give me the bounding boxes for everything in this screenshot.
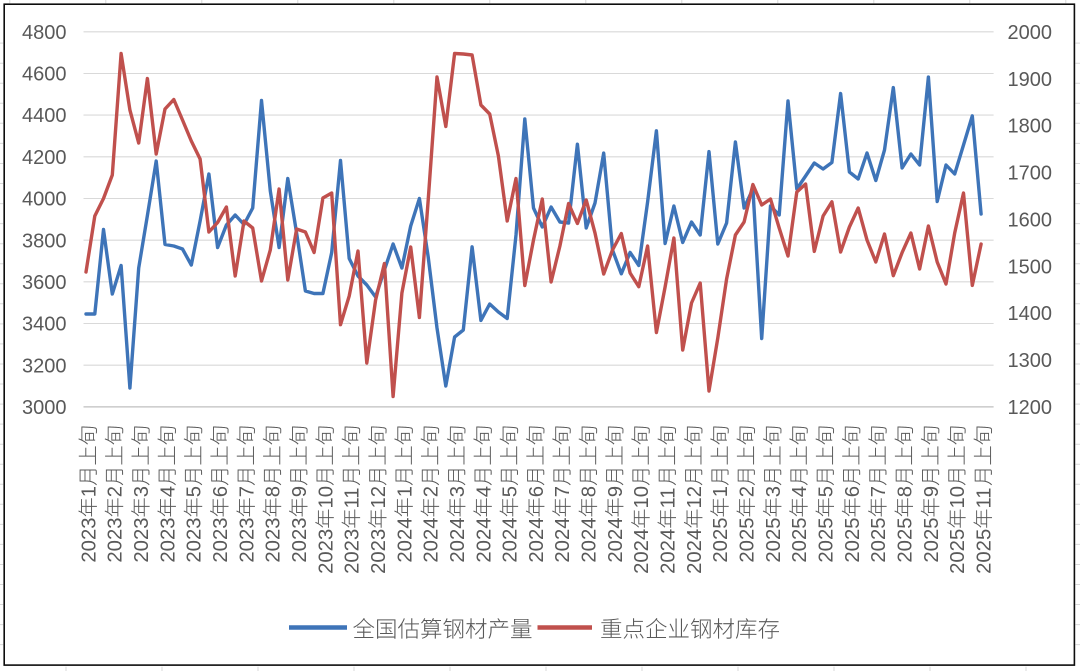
svg-text:2023: 2023 (263, 517, 285, 562)
svg-text:10: 10 (947, 486, 969, 509)
svg-text:1400: 1400 (1008, 303, 1053, 325)
svg-text:2024: 2024 (526, 517, 548, 562)
svg-text:2025: 2025 (974, 529, 996, 574)
svg-text:9: 9 (605, 486, 627, 497)
svg-text:6: 6 (526, 486, 548, 497)
svg-text:2024: 2024 (684, 529, 706, 574)
svg-text:2: 2 (421, 486, 443, 497)
svg-text:1300: 1300 (1008, 350, 1053, 372)
svg-text:2024: 2024 (579, 517, 601, 562)
svg-text:10: 10 (315, 486, 337, 509)
svg-text:2024: 2024 (605, 517, 627, 562)
svg-text:2025: 2025 (789, 517, 811, 562)
svg-text:4800: 4800 (22, 22, 67, 44)
svg-text:1500: 1500 (1008, 256, 1053, 278)
svg-text:3: 3 (131, 486, 153, 497)
svg-text:4200: 4200 (22, 147, 67, 169)
svg-text:4: 4 (789, 486, 811, 497)
svg-text:1: 1 (710, 486, 732, 497)
svg-text:2025: 2025 (842, 517, 864, 562)
svg-text:2024: 2024 (447, 517, 469, 562)
svg-text:12: 12 (368, 486, 390, 509)
svg-text:7: 7 (868, 486, 890, 497)
svg-text:2023: 2023 (184, 517, 206, 562)
svg-text:2023: 2023 (105, 517, 127, 562)
svg-text:2025: 2025 (710, 517, 732, 562)
svg-text:1: 1 (394, 486, 416, 497)
svg-text:2023: 2023 (78, 517, 100, 562)
svg-text:8: 8 (895, 486, 917, 497)
svg-text:3600: 3600 (22, 272, 67, 294)
svg-text:2024: 2024 (473, 517, 495, 562)
svg-text:2025: 2025 (947, 529, 969, 574)
svg-text:2023: 2023 (236, 517, 258, 562)
svg-text:3000: 3000 (22, 397, 67, 419)
svg-text:3800: 3800 (22, 230, 67, 252)
svg-text:2024: 2024 (658, 529, 680, 574)
svg-text:7: 7 (236, 486, 258, 497)
svg-text:1700: 1700 (1008, 163, 1053, 185)
svg-text:11: 11 (658, 487, 680, 508)
svg-text:2: 2 (105, 486, 127, 497)
svg-text:1900: 1900 (1008, 69, 1053, 91)
svg-text:2025: 2025 (737, 517, 759, 562)
svg-text:1800: 1800 (1008, 116, 1053, 138)
svg-text:2023: 2023 (157, 517, 179, 562)
svg-text:12: 12 (684, 486, 706, 509)
svg-text:1200: 1200 (1008, 397, 1053, 419)
svg-text:2023: 2023 (342, 529, 364, 574)
svg-text:9: 9 (289, 486, 311, 497)
svg-text:2024: 2024 (552, 517, 574, 562)
svg-text:2023: 2023 (368, 529, 390, 574)
svg-text:2023: 2023 (210, 517, 232, 562)
svg-text:8: 8 (579, 486, 601, 497)
svg-text:8: 8 (263, 486, 285, 497)
svg-text:2025: 2025 (921, 517, 943, 562)
svg-text:5: 5 (816, 486, 838, 497)
svg-text:2024: 2024 (500, 517, 522, 562)
svg-text:10: 10 (631, 486, 653, 509)
svg-text:2025: 2025 (816, 517, 838, 562)
svg-text:7: 7 (552, 486, 574, 497)
svg-text:11: 11 (974, 487, 996, 508)
svg-text:2024: 2024 (421, 517, 443, 562)
svg-text:6: 6 (842, 486, 864, 497)
svg-text:3200: 3200 (22, 355, 67, 377)
svg-text:2023: 2023 (315, 529, 337, 574)
svg-text:11: 11 (342, 487, 364, 508)
svg-text:4: 4 (157, 486, 179, 497)
svg-text:2000: 2000 (1008, 22, 1053, 44)
svg-text:2: 2 (737, 486, 759, 497)
svg-text:2025: 2025 (763, 517, 785, 562)
svg-text:2023: 2023 (289, 517, 311, 562)
svg-text:2023: 2023 (131, 517, 153, 562)
svg-text:1600: 1600 (1008, 210, 1053, 232)
svg-text:2025: 2025 (895, 517, 917, 562)
svg-text:3: 3 (763, 486, 785, 497)
svg-text:4: 4 (473, 486, 495, 497)
svg-text:5: 5 (184, 486, 206, 497)
svg-text:4400: 4400 (22, 105, 67, 127)
svg-text:3400: 3400 (22, 314, 67, 336)
svg-text:1: 1 (78, 486, 100, 497)
svg-text:6: 6 (210, 486, 232, 497)
svg-text:4600: 4600 (22, 64, 67, 86)
svg-text:2024: 2024 (394, 517, 416, 562)
svg-text:5: 5 (500, 486, 522, 497)
svg-text:9: 9 (921, 486, 943, 497)
svg-text:4000: 4000 (22, 189, 67, 211)
svg-text:2024: 2024 (631, 529, 653, 574)
svg-text:2025: 2025 (868, 517, 890, 562)
svg-text:3: 3 (447, 486, 469, 497)
